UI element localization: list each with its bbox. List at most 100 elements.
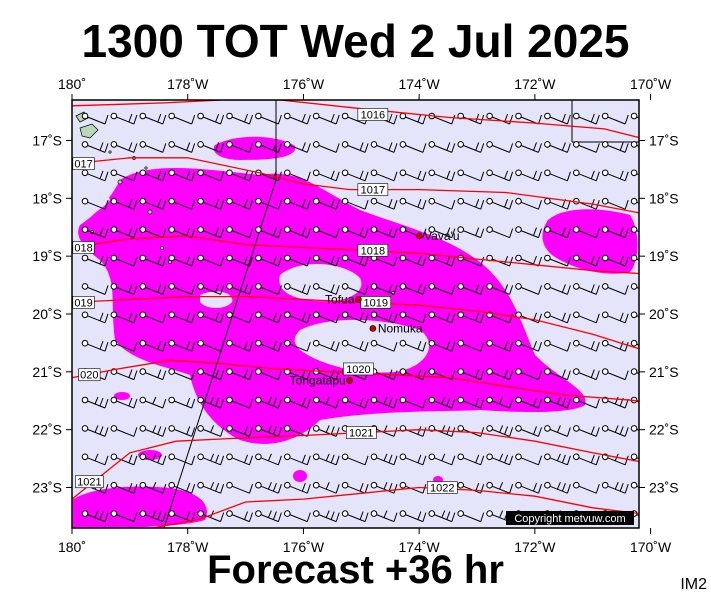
- wind-barb: [226, 226, 253, 239]
- wind-barb: [197, 339, 225, 352]
- wind-barb: [255, 368, 282, 381]
- wind-barb: [370, 141, 398, 153]
- wind-barb: [312, 254, 340, 267]
- wind-barb: [457, 510, 485, 523]
- wind-barb: [457, 368, 485, 381]
- wind-barb: [226, 311, 253, 324]
- wind-barb: [573, 283, 600, 295]
- wind-barb: [457, 339, 485, 352]
- wind-barb: [399, 112, 427, 125]
- island-dot-9: [144, 166, 148, 170]
- wind-barb: [139, 141, 167, 153]
- wind-barb: [486, 368, 514, 381]
- wind-barb: [168, 396, 196, 409]
- wind-barb: [226, 453, 253, 466]
- svg-text:017: 017: [74, 159, 92, 171]
- svg-text:018: 018: [74, 242, 92, 254]
- wind-barb: [544, 339, 571, 352]
- lat-label-left: 18˚S: [32, 190, 62, 206]
- rain-area-speck-2: [293, 470, 307, 482]
- wind-barb: [630, 481, 639, 489]
- isobar-edge-label: 017: [72, 157, 95, 171]
- dry-hole-4: [72, 179, 110, 220]
- wind-barb: [226, 339, 253, 352]
- longitude-line-diagonal: [163, 179, 277, 529]
- wind-barb: [81, 339, 109, 352]
- wind-barb: [573, 169, 600, 182]
- page-title: 1300 TOT Wed 2 Jul 2025: [81, 15, 630, 67]
- wind-barb: [139, 283, 167, 295]
- lon-label-bottom: 174˚W: [399, 539, 441, 555]
- isobar-edge-label: 020: [78, 368, 101, 382]
- wind-barb: [370, 510, 398, 523]
- wind-barb: [544, 425, 571, 437]
- wind-barb: [630, 169, 639, 177]
- wind-barb: [428, 226, 456, 239]
- isobar-edge-label: 1021: [75, 475, 104, 489]
- wind-barb: [139, 169, 167, 182]
- wind-barb: [544, 141, 571, 153]
- wind-barb: [312, 510, 340, 523]
- rain-area-southwest: [72, 486, 207, 528]
- wind-barb: [284, 112, 311, 125]
- wind-barb: [486, 283, 514, 295]
- wind-barb: [139, 112, 167, 125]
- wind-barb: [370, 197, 398, 210]
- wind-barb: [457, 453, 485, 466]
- wind-barb: [81, 396, 109, 409]
- wind-barb: [110, 283, 138, 295]
- wind-barb: [168, 283, 196, 295]
- wind-barb: [110, 141, 138, 153]
- wind-barb: [139, 339, 167, 352]
- isobar-label: 1019: [360, 296, 392, 309]
- lon-label-top: 172˚W: [514, 76, 556, 92]
- wind-barb: [110, 481, 138, 494]
- wind-barb: [630, 226, 639, 233]
- wind-barb: [255, 254, 282, 267]
- wind-barb: [630, 112, 639, 120]
- wind-barb: [486, 197, 514, 210]
- wind-barb: [399, 254, 427, 267]
- lat-label-right: 20˚S: [649, 306, 679, 322]
- lon-label-bottom: 176˚W: [283, 539, 325, 555]
- wind-barb: [139, 254, 167, 267]
- dry-hole-2: [294, 319, 430, 373]
- wind-barb: [370, 226, 398, 239]
- wind-barb: [284, 453, 311, 466]
- wind-barb: [341, 254, 369, 267]
- rain-area-main: [78, 168, 586, 444]
- wind-barb: [255, 481, 282, 494]
- wind-barb: [312, 481, 340, 494]
- wind-barb: [284, 368, 311, 381]
- wind-barb: [428, 453, 456, 466]
- wind-barb: [312, 141, 340, 153]
- wind-barb: [139, 368, 167, 381]
- wind-barb: [399, 226, 427, 239]
- wind-barb: [226, 169, 253, 182]
- wind-barb: [515, 481, 542, 494]
- wind-barb: [515, 141, 542, 153]
- wind-barb: [139, 425, 167, 437]
- wind-barb: [226, 141, 253, 153]
- wind-barb: [168, 481, 196, 494]
- wind-barb: [573, 339, 600, 352]
- wind-barb: [515, 112, 542, 125]
- wind-barb: [370, 481, 398, 494]
- wind-barb: [255, 396, 282, 409]
- wind-barb: [255, 510, 282, 523]
- dry-hole-3: [200, 291, 233, 308]
- wind-barb: [197, 453, 225, 466]
- wind-barb: [573, 396, 600, 409]
- wind-barb: [341, 311, 369, 324]
- wind-barb: [601, 169, 629, 182]
- wind-barb: [630, 368, 639, 375]
- wind-barb: [486, 453, 514, 466]
- island-dot-8: [108, 150, 112, 154]
- wind-barb: [399, 283, 427, 295]
- wind-barb: [630, 283, 639, 290]
- wind-barb: [544, 311, 571, 324]
- place-label: Nomuka: [378, 321, 423, 335]
- wind-barb: [226, 396, 253, 409]
- wind-barb: [284, 254, 311, 267]
